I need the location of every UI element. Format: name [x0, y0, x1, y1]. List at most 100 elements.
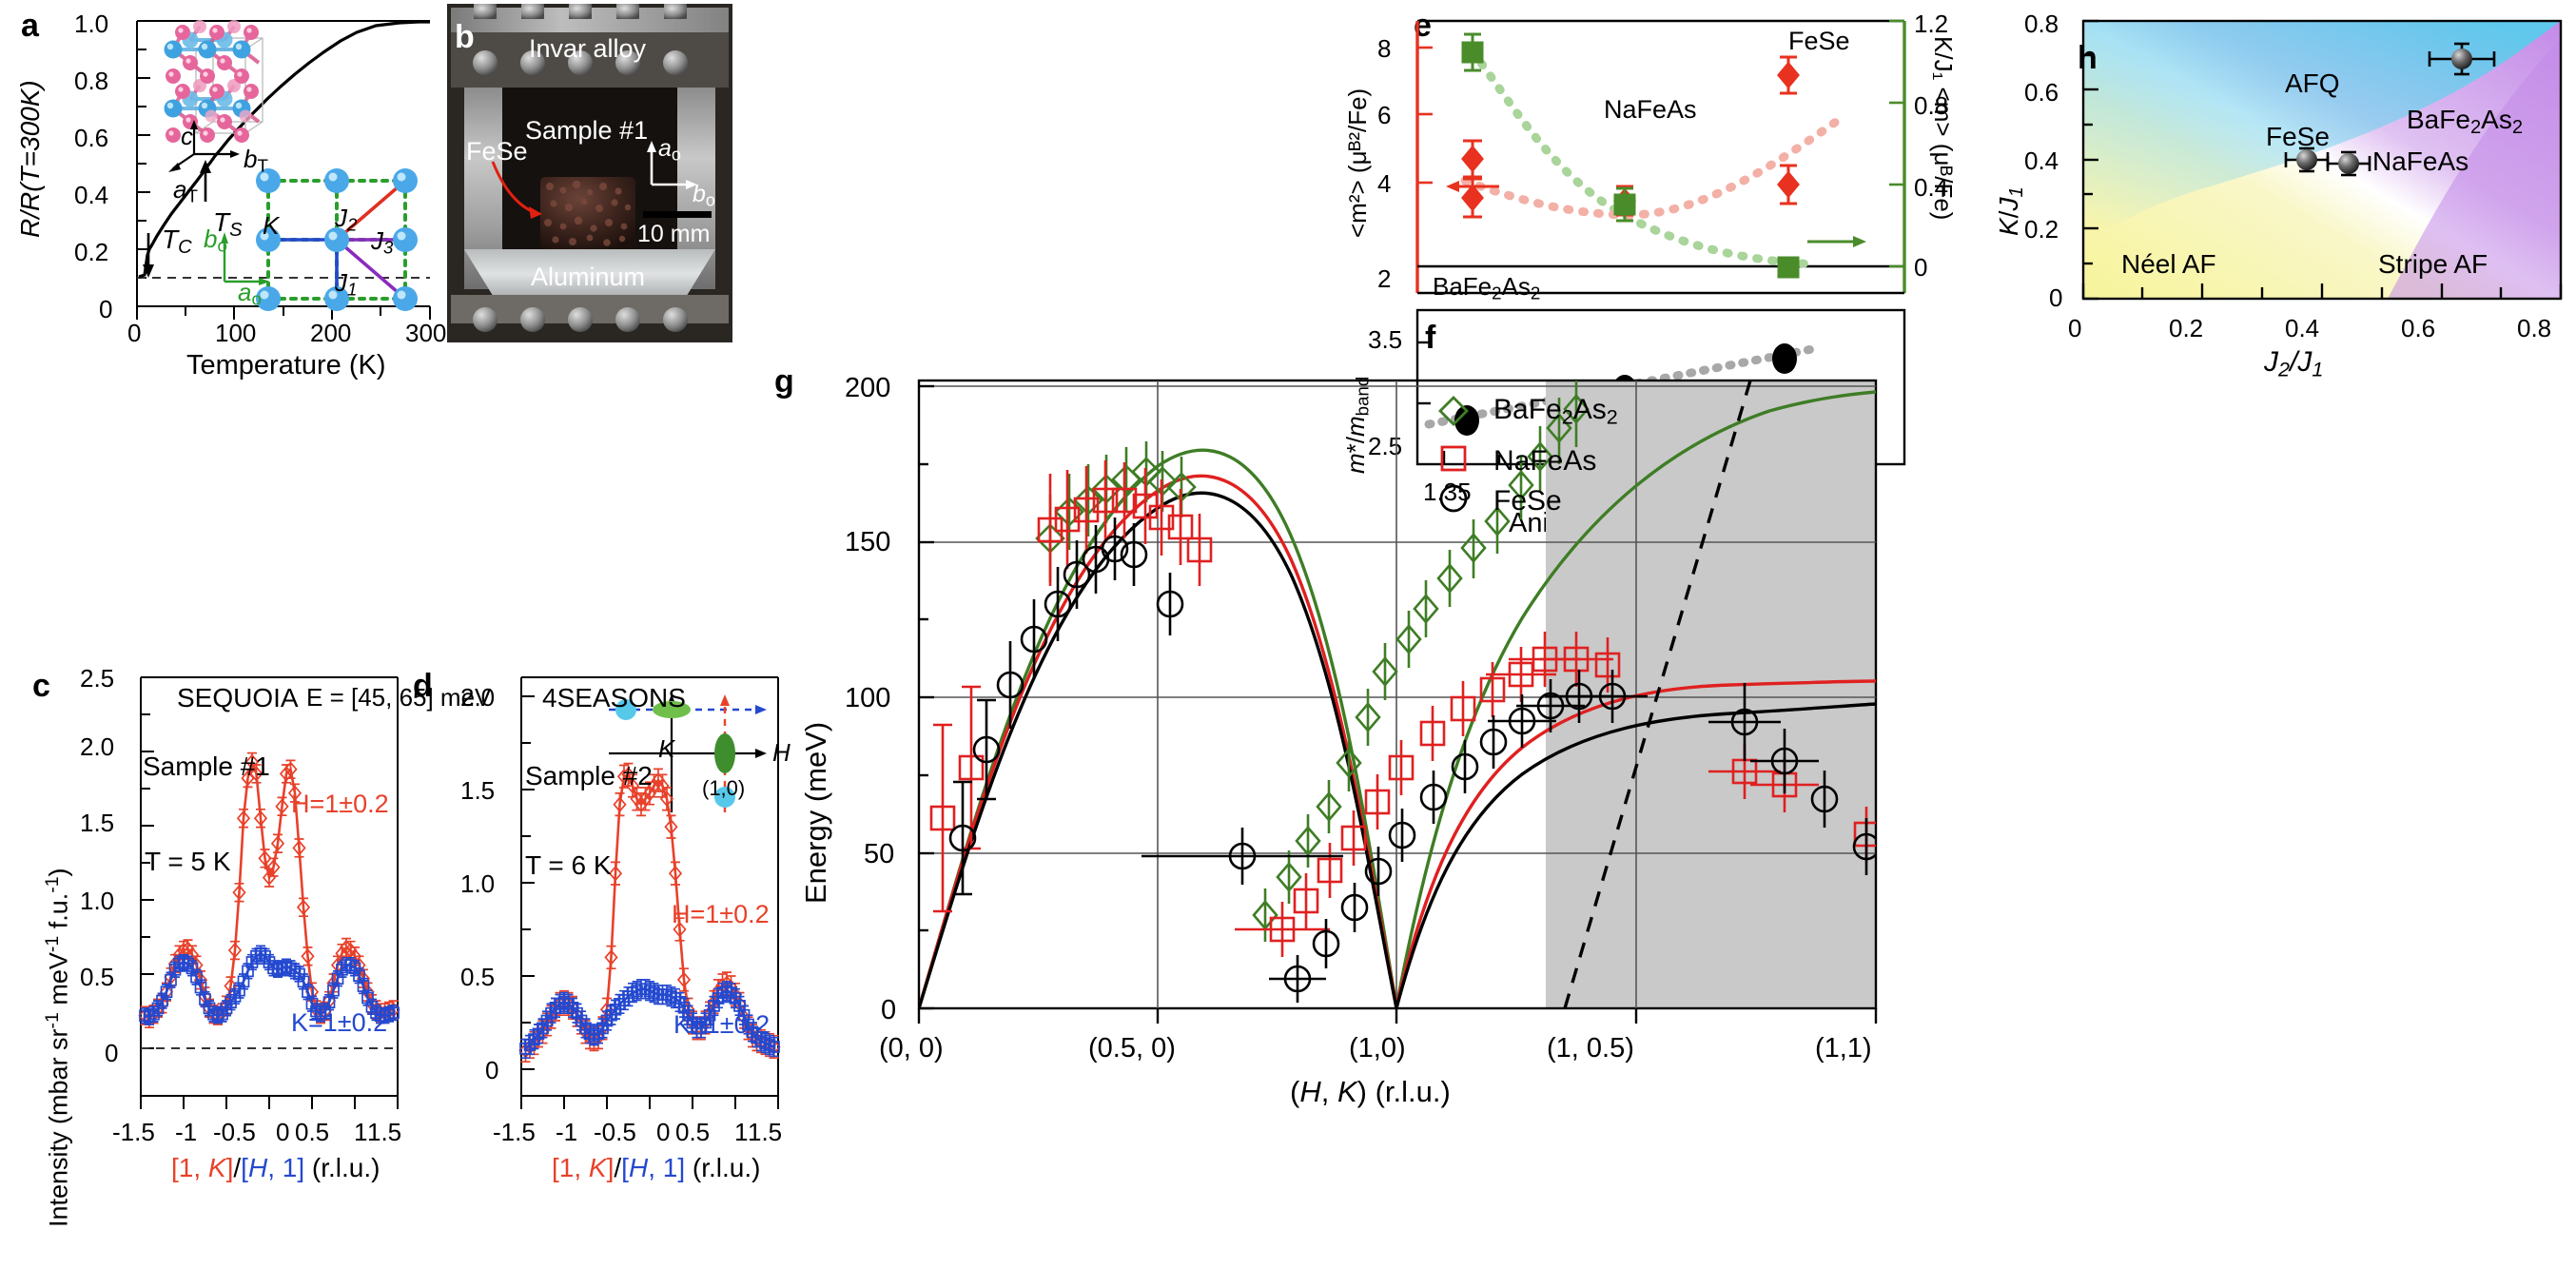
panel-g-legend-fese: FeSe — [1493, 485, 1562, 517]
panel-c-ytick-1.5: 1.5 — [80, 809, 115, 837]
panel-a-J3-label: J3 — [371, 226, 394, 258]
panel-d-ytick-1.5: 1.5 — [460, 776, 496, 805]
panel-a-J2-label: J2 — [335, 204, 358, 235]
panel-e-plot — [1415, 19, 1906, 295]
panel-c-xtick-1.5: 1.5 — [367, 1118, 402, 1146]
panel-d-red-curve-label: H=1±0.2 — [672, 900, 770, 928]
panel-g-ytick-200: 200 — [845, 373, 891, 403]
panel-c-xtick-0.5: 0.5 — [295, 1118, 330, 1146]
panel-d-xtick-1.5: 1.5 — [748, 1118, 783, 1146]
panel-h-ytick-0.6: 0.6 — [2024, 78, 2059, 107]
panel-d-xtick--0.5: -0.5 — [594, 1118, 636, 1146]
panel-b-fese-label: FeSe — [466, 137, 528, 166]
panel-h-xtick-0.4: 0.4 — [2285, 314, 2320, 342]
panel-a-axis-ao: ao — [238, 278, 262, 309]
panel-d-plot — [518, 676, 781, 1109]
panel-a-axis-aT: aT — [173, 175, 198, 206]
panel-h-plot — [2081, 19, 2563, 301]
panel-d-ytick-1.0: 1.0 — [460, 869, 496, 898]
panel-a-ytick-0.4: 0.4 — [74, 181, 109, 209]
panel-d: d 2.0 1.5 1.0 0.5 0 -1.5 -1 -0.5 0 0.5 1… — [381, 656, 790, 1288]
panel-a-ytick-0.8: 0.8 — [74, 67, 109, 95]
panel-a-tc-label: TC — [162, 224, 192, 259]
panel-d-inset-H: H — [772, 738, 790, 767]
panel-c-xlabel-units: (r.l.u.) — [304, 1153, 381, 1182]
panel-c-xlabel: [1, K]/[H, 1] (r.l.u.) — [171, 1153, 381, 1182]
panel-e-ytick-right-0: 0 — [1914, 253, 1928, 282]
panel-a-ytick-0.6: 0.6 — [74, 124, 109, 152]
panel-c-label: c — [32, 668, 50, 704]
panel-a-axis-bT: bT — [244, 145, 268, 176]
panel-g-ytick-100: 100 — [845, 683, 891, 713]
panel-a-xtick-0: 0 — [127, 319, 142, 347]
panel-b: b — [447, 4, 732, 346]
panel-g: g Energy (meV) 200 150 100 50 0 (0, 0) (… — [761, 352, 1969, 1288]
panel-c-ytick-1.0: 1.0 — [80, 887, 115, 915]
panel-c-ytick-2.5: 2.5 — [80, 664, 115, 693]
panel-c-xtick--0.5: -0.5 — [213, 1118, 256, 1146]
panel-f-label: f — [1425, 320, 1436, 356]
panel-g-xtick-10: (1,0) — [1349, 1033, 1406, 1064]
panel-e-ytick-right-1.2: 1.2 — [1914, 10, 1949, 38]
panel-a-xtick-200: 200 — [310, 319, 352, 347]
panel-c-xtick-1: 1 — [354, 1118, 368, 1146]
panel-h-ytick-0.4: 0.4 — [2024, 146, 2059, 175]
panel-a-axis-bo: bo — [204, 224, 227, 256]
panel-a-ytick-1.0: 1.0 — [74, 10, 109, 38]
panel-a-ytick-0: 0 — [99, 295, 113, 323]
panel-e-material-bafe2as2: BaFe2As2 — [1433, 272, 1541, 303]
panel-a: a R/R(T=300K) 1.0 0.8 0.6 0.4 0.2 0 0 10… — [0, 0, 447, 381]
panel-c-sample: Sample #1 — [143, 751, 270, 781]
panel-d-blue-curve-label: K=1±0.2 — [673, 1010, 771, 1039]
panel-a-ts-label: TS — [213, 207, 243, 242]
panel-d-ytick-0: 0 — [485, 1056, 499, 1084]
panel-c-red-curve-label: H=1±0.2 — [291, 790, 389, 818]
panel-e-ytick-right-0.4: 0.4 — [1914, 173, 1949, 202]
panel-h-label: h — [2078, 40, 2098, 76]
panel-c-instrument: SEQUOIA — [177, 683, 299, 712]
panel-c-energy: E = [45, 65] meV — [306, 683, 492, 712]
panel-h-xlabel-mid: /J — [2290, 346, 2313, 378]
panel-d-xlabel-sep: / — [614, 1153, 622, 1182]
panel-c-xtick--1.5: -1.5 — [112, 1118, 155, 1146]
panel-c-xtick-0: 0 — [276, 1118, 290, 1146]
panel-d-temperature: T = 6 K — [525, 850, 612, 880]
panel-g-ytick-0: 0 — [881, 995, 897, 1025]
panel-d-ytick-0.5: 0.5 — [460, 963, 496, 991]
panel-h-point-label-bafe2as2: BaFe2As2 — [2407, 105, 2524, 139]
panel-d-xtick-0.5: 0.5 — [675, 1118, 711, 1146]
panel-e: e <m²> (μᴮ²/Fe) K/J₁ <m> (μᴮ/Fe) 8 6 4 2… — [1322, 0, 1979, 352]
panel-h: h K/J1 0.8 0.6 0.4 0.2 0 0 0.2 0.4 0.6 0… — [1979, 0, 2576, 381]
panel-g-xtick-00: (0, 0) — [879, 1033, 944, 1064]
panel-c-ytick-2.0: 2.0 — [80, 732, 115, 761]
panel-b-sample-label: Sample #1 — [525, 116, 649, 145]
panel-h-xlabel-sub1: 2 — [2278, 357, 2291, 381]
panel-h-point-label-fese: FeSe — [2266, 122, 2330, 151]
panel-g-legend-bafe2as2: BaFe2As2 — [1493, 394, 1618, 429]
panel-b-invar-label: Invar alloy — [529, 34, 647, 63]
panel-e-ytick-left-2: 2 — [1377, 264, 1392, 293]
panel-b-scale-label: 10 mm — [637, 221, 711, 247]
panel-g-xtick-050: (0.5, 0) — [1088, 1033, 1176, 1064]
panel-a-J1-label: J1 — [335, 268, 358, 300]
panel-d-xtick-0: 0 — [656, 1118, 671, 1146]
panel-d-xtick--1.5: -1.5 — [493, 1118, 536, 1146]
panel-g-xlabel: (H, K) (r.l.u.) — [1290, 1075, 1451, 1109]
panel-g-plot — [917, 379, 1878, 1024]
panel-h-xtick-0: 0 — [2068, 314, 2082, 342]
panel-g-ytick-50: 50 — [864, 839, 895, 869]
panel-g-xlabel-mid: , — [1320, 1075, 1337, 1108]
panel-h-xtick-0.8: 0.8 — [2517, 314, 2552, 342]
panel-g-xlabel-post: ) (r.l.u.) — [1356, 1075, 1451, 1108]
panel-h-region-neel: Néel AF — [2121, 249, 2216, 279]
panel-d-xtick-1: 1 — [734, 1118, 749, 1146]
panel-d-xlabel: [1, K]/[H, 1] (r.l.u.) — [552, 1153, 761, 1182]
panel-h-ytick-0: 0 — [2049, 283, 2063, 312]
panel-c-ytick-0.5: 0.5 — [80, 963, 115, 991]
panel-c-xtick--1: -1 — [175, 1118, 198, 1146]
panel-d-instrument: 4SEASONS — [542, 683, 686, 712]
panel-b-aluminum-label: Aluminum — [531, 263, 646, 291]
panel-b-label: b — [455, 19, 475, 55]
panel-a-xtick-300: 300 — [405, 319, 447, 347]
panel-a-label: a — [21, 8, 39, 44]
